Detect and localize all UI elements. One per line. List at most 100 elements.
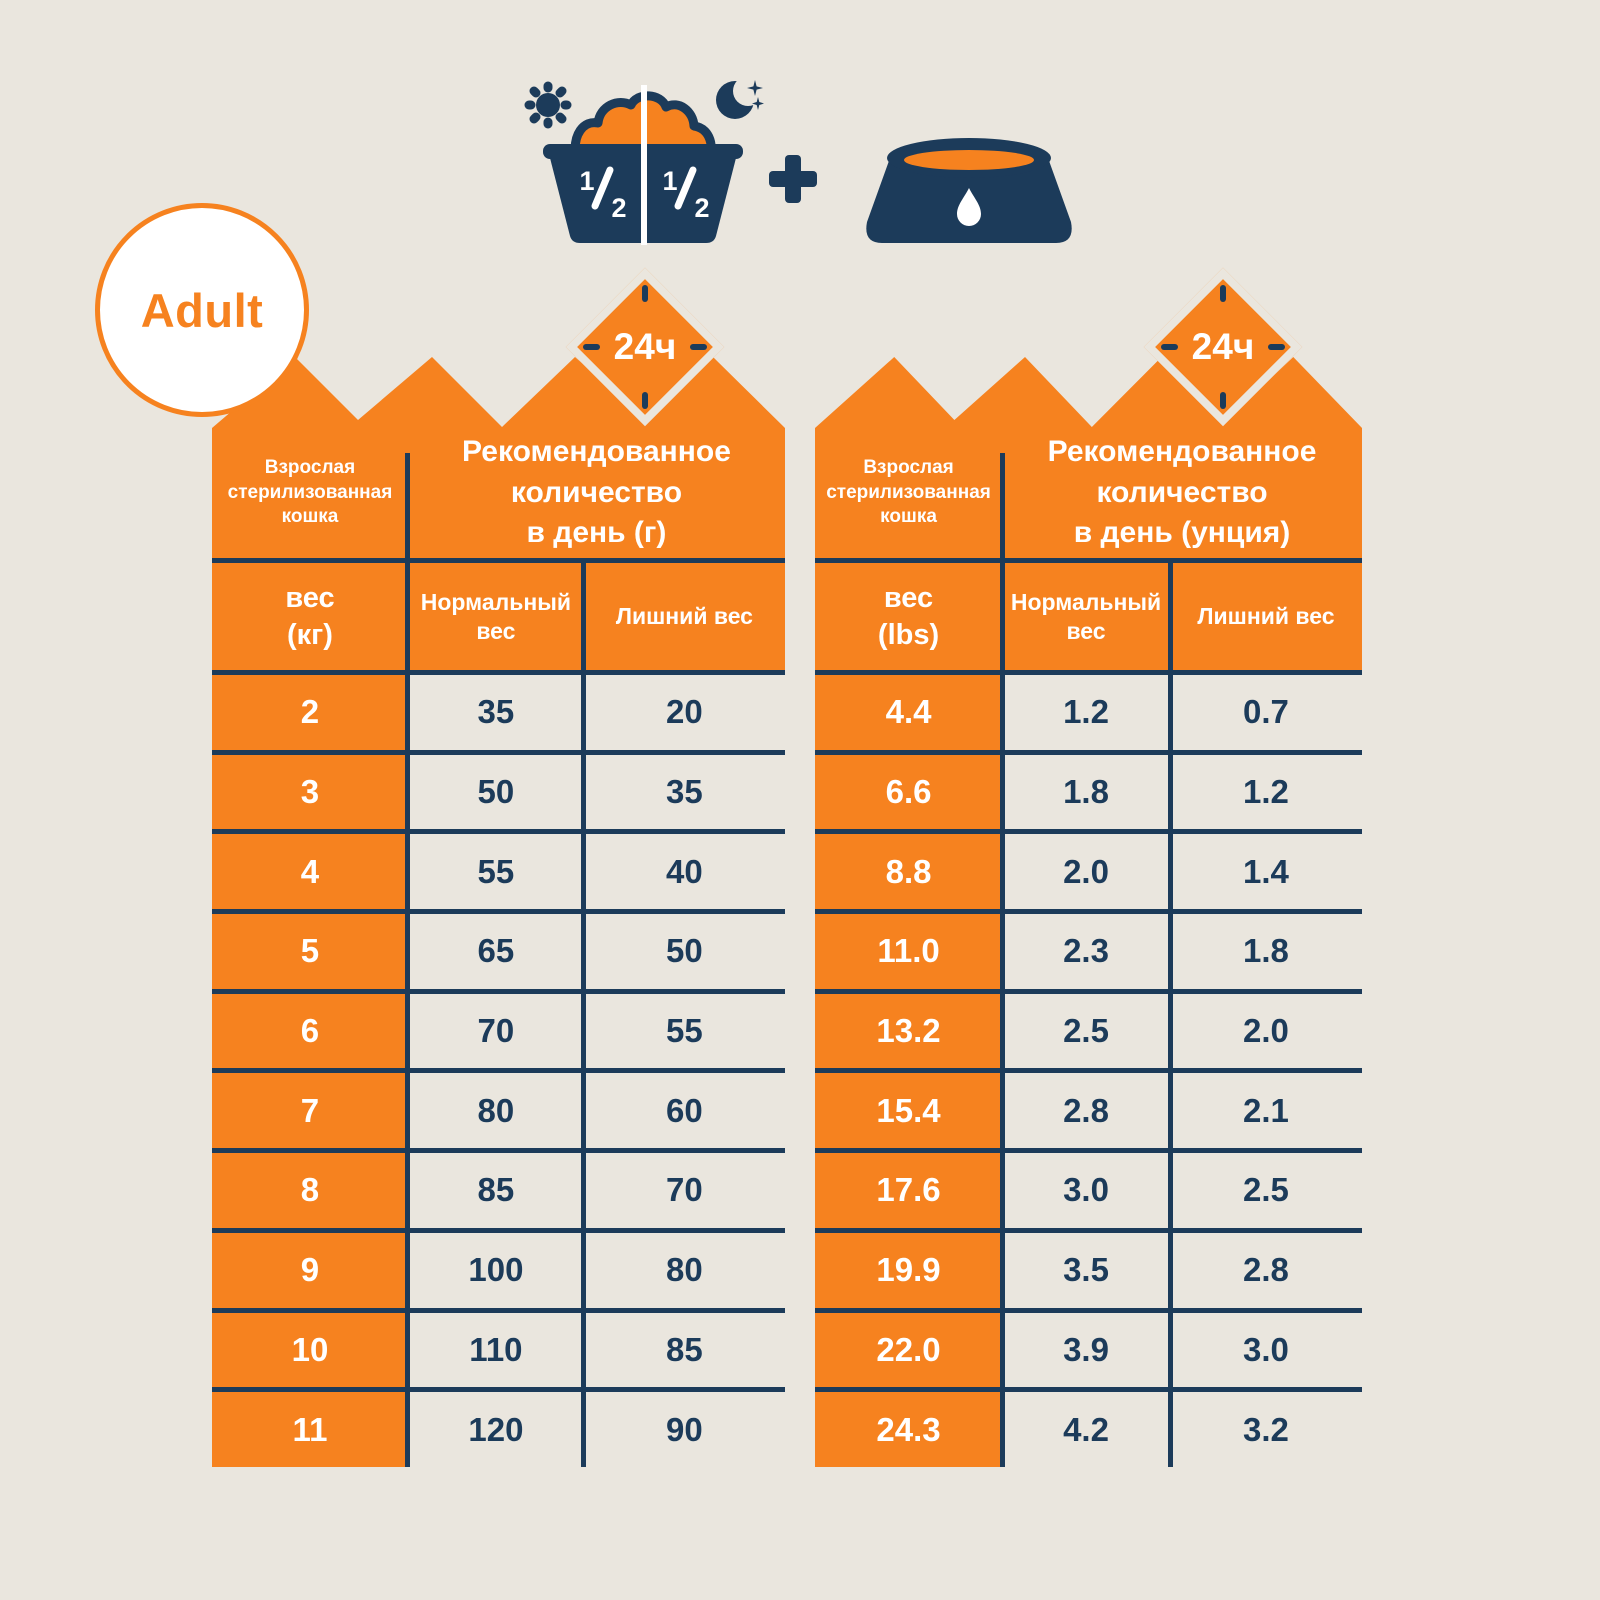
diamond-tick-left (1161, 344, 1178, 350)
overweight-amount-cell: 50 (666, 932, 703, 970)
normal-weight-amount-cell: 1.8 (1063, 773, 1109, 811)
weight-unit-header: вес (кг) (212, 563, 408, 670)
normal-weight-amount-cell: 120 (468, 1410, 524, 1448)
weight-cell: 8.8 (815, 834, 1003, 910)
sun-icon (524, 81, 572, 129)
weight-cell: 10 (212, 1312, 408, 1388)
weight-cell: 4 (212, 834, 408, 910)
overweight-amount-cell: 70 (666, 1171, 703, 1209)
diamond-tick-bottom (642, 392, 648, 409)
weight-cell: 11 (212, 1392, 408, 1467)
half-portion-morning: 1 2 (579, 166, 626, 223)
column-header-row: вес (кг) Нормальный вес Лишний вес (212, 558, 785, 670)
overweight-amount-cell: 0.7 (1243, 693, 1289, 731)
species-header: Взрослая стерилизованная кошка (212, 428, 408, 558)
column-divider-1 (405, 453, 411, 1467)
normal-weight-amount-cell: 2.0 (1063, 852, 1109, 890)
diamond-tick-bottom (1220, 392, 1226, 409)
weight-cell: 6 (212, 993, 408, 1069)
table-row: 6.6 1.8 1.2 (815, 749, 1362, 830)
diamond-tick-left (583, 344, 600, 350)
weight-cell: 2 (212, 675, 408, 750)
table-row: 7 80 60 (212, 1068, 785, 1149)
bowl-split-line (641, 85, 647, 245)
table-row: 17.6 3.0 2.5 (815, 1148, 1362, 1228)
overweight-amount-cell: 2.0 (1243, 1012, 1289, 1050)
table-header-row: Взрослая стерилизованная кошка Рекомендо… (815, 428, 1362, 558)
overweight-amount-cell: 1.8 (1243, 932, 1289, 970)
overweight-amount-cell: 2.1 (1243, 1091, 1289, 1129)
table-row: 4 55 40 (212, 829, 785, 910)
table-row: 19.9 3.5 2.8 (815, 1227, 1362, 1308)
table-row: 8 85 70 (212, 1148, 785, 1228)
table-row: 22.0 3.9 3.0 (815, 1307, 1362, 1388)
column-divider-1 (999, 453, 1005, 1467)
normal-weight-amount-cell: 100 (468, 1251, 524, 1289)
normal-weight-amount-cell: 4.2 (1063, 1410, 1109, 1448)
normal-weight-amount-cell: 110 (469, 1330, 523, 1368)
svg-text:2: 2 (694, 193, 709, 223)
overweight-header: Лишний вес (1169, 563, 1362, 670)
adult-badge: Adult (95, 203, 309, 417)
table-row: 9 100 80 (212, 1227, 785, 1308)
table-row: 4.4 1.2 0.7 (815, 670, 1362, 750)
weight-cell: 4.4 (815, 675, 1003, 750)
table-header-row: Взрослая стерилизованная кошка Рекомендо… (212, 428, 785, 558)
weight-cell: 13.2 (815, 993, 1003, 1069)
weight-cell: 3 (212, 754, 408, 830)
table-row: 6 70 55 (212, 988, 785, 1069)
normal-weight-amount-cell: 3.0 (1063, 1171, 1109, 1209)
feeding-table-ounces: 24ч Взрослая стерилизованная кошка Реком… (815, 267, 1362, 1467)
water-droplet-icon (957, 188, 981, 226)
normal-weight-amount-cell: 80 (477, 1091, 515, 1129)
overweight-amount-cell: 85 (666, 1330, 703, 1368)
column-header-row: вес (lbs) Нормальный вес Лишний вес (815, 558, 1362, 670)
normal-weight-amount-cell: 2.8 (1063, 1091, 1109, 1129)
normal-weight-amount-cell: 35 (477, 693, 515, 731)
column-divider-2 (581, 558, 587, 1467)
table-title: Рекомендованное количество в день (унция… (1002, 428, 1362, 558)
adult-badge-label: Adult (140, 283, 264, 337)
table-row: 2 35 20 (212, 670, 785, 750)
table-title: Рекомендованное количество в день (г) (407, 428, 785, 558)
normal-weight-amount-cell: 65 (477, 932, 515, 970)
overweight-amount-cell: 55 (666, 1012, 703, 1050)
overweight-amount-cell: 1.2 (1243, 773, 1289, 811)
normal-weight-amount-cell: 2.3 (1063, 932, 1109, 970)
overweight-amount-cell: 80 (666, 1251, 703, 1289)
diamond-tick-right (690, 344, 707, 350)
weight-cell: 22.0 (815, 1312, 1003, 1388)
normal-weight-header: Нормальный вес (407, 563, 584, 670)
table-row: 13.2 2.5 2.0 (815, 988, 1362, 1069)
table-row: 3 50 35 (212, 749, 785, 830)
diamond-tick-top (1220, 285, 1226, 302)
weight-cell: 19.9 (815, 1232, 1003, 1308)
weight-unit-header: вес (lbs) (815, 563, 1003, 670)
table-row: 5 65 50 (212, 909, 785, 989)
svg-text:1: 1 (579, 166, 594, 196)
weight-cell: 15.4 (815, 1073, 1003, 1149)
overweight-amount-cell: 3.0 (1243, 1330, 1289, 1368)
weight-cell: 11.0 (815, 914, 1003, 989)
svg-text:2: 2 (611, 193, 626, 223)
zigzag-top-edge: 24ч (212, 267, 785, 428)
overweight-amount-cell: 60 (666, 1091, 703, 1129)
weight-cell: 6.6 (815, 754, 1003, 830)
water-surface (904, 150, 1034, 170)
column-divider-2 (1167, 558, 1173, 1467)
table-row: 10 110 85 (212, 1307, 785, 1388)
normal-weight-amount-cell: 3.5 (1063, 1251, 1109, 1289)
feeding-table-grams: 24ч Взрослая стерилизованная кошка Реком… (212, 267, 785, 1467)
normal-weight-header: Нормальный вес (1002, 563, 1170, 670)
moon-icon (716, 78, 764, 119)
overweight-amount-cell: 2.8 (1243, 1251, 1289, 1289)
normal-weight-amount-cell: 50 (477, 773, 515, 811)
normal-weight-amount-cell: 85 (477, 1171, 515, 1209)
table-row: 8.8 2.0 1.4 (815, 829, 1362, 910)
svg-text:1: 1 (662, 166, 677, 196)
24h-label: 24ч (1191, 326, 1255, 367)
table-row: 11.0 2.3 1.8 (815, 909, 1362, 989)
normal-weight-amount-cell: 3.9 (1063, 1330, 1109, 1368)
overweight-header: Лишний вес (583, 563, 785, 670)
